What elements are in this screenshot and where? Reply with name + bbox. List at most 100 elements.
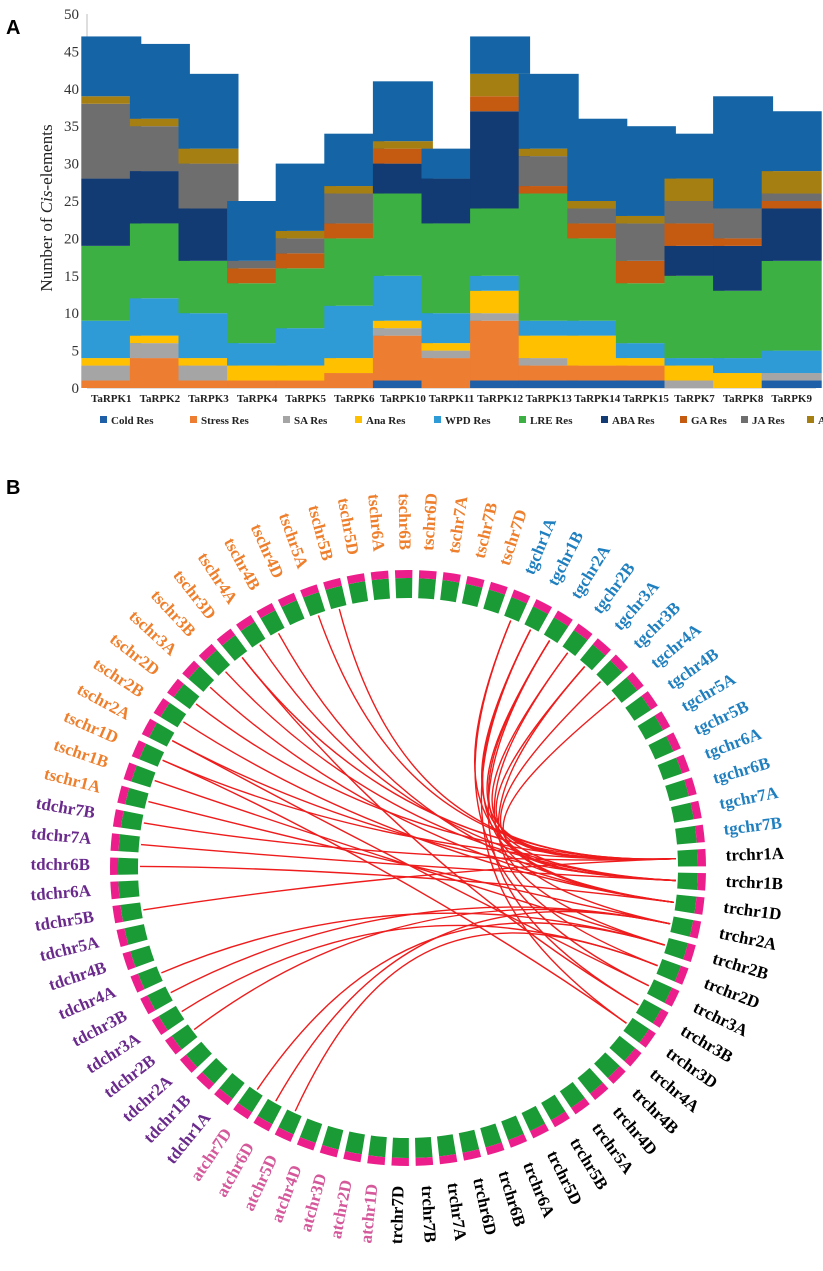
y-tick-label: 30 bbox=[64, 157, 79, 173]
chromosome-segment-end bbox=[639, 1028, 656, 1048]
chromosome-segment bbox=[504, 597, 528, 622]
y-tick-label: 0 bbox=[72, 381, 80, 397]
chromosome-segment bbox=[596, 660, 623, 686]
chromosome-label: atchr3D bbox=[296, 1171, 330, 1233]
chromosome-segment bbox=[657, 757, 683, 781]
chromosome-segment-end bbox=[626, 672, 644, 691]
legend-entry: Stress Res bbox=[201, 415, 249, 427]
bar-segment bbox=[81, 365, 142, 381]
chromosome-segment bbox=[171, 1024, 198, 1050]
bar-segment bbox=[761, 260, 822, 351]
bar-segment bbox=[81, 380, 142, 388]
bar-segment bbox=[761, 171, 822, 194]
chromosome-segment bbox=[609, 1035, 636, 1062]
bar-segment bbox=[178, 148, 239, 164]
bar-segment bbox=[518, 380, 579, 388]
chromosome-segment-end bbox=[465, 575, 485, 588]
legend-entry: SA Res bbox=[294, 415, 328, 427]
chromosome-segment-end bbox=[117, 785, 130, 805]
chromosome-segment bbox=[124, 924, 148, 945]
synteny-link bbox=[162, 759, 627, 1024]
chromosome-label: tdchr6A bbox=[30, 881, 92, 905]
y-tick-label: 50 bbox=[64, 7, 79, 23]
synteny-link bbox=[495, 666, 676, 861]
bar-segment bbox=[470, 96, 531, 112]
chromosome-segment bbox=[118, 834, 140, 853]
bar-segment bbox=[324, 358, 385, 374]
bar-segment bbox=[761, 193, 822, 201]
bar-segment bbox=[615, 358, 676, 366]
synteny-link bbox=[486, 640, 676, 860]
chromosome-segment bbox=[260, 610, 285, 636]
chromosome-label: trchr6D bbox=[469, 1176, 500, 1237]
chromosome-segment-end bbox=[131, 740, 147, 760]
chromosome-segment bbox=[278, 1109, 302, 1135]
chromosome-label: tdchr7B bbox=[35, 794, 97, 823]
legend-entry: LRE Res bbox=[530, 415, 573, 427]
chromosome-segment bbox=[415, 1137, 433, 1158]
chromosome-segment bbox=[674, 894, 697, 914]
synteny-link bbox=[161, 912, 665, 974]
x-tick-label: TaRPK8 bbox=[723, 393, 764, 405]
chromosome-label: tschr6D bbox=[418, 492, 441, 551]
x-tick-label: TaRPK13 bbox=[526, 393, 573, 405]
chromosome-label: trchr1D bbox=[722, 898, 782, 924]
chromosome-segment-end bbox=[296, 1137, 316, 1151]
legend-entry: Cold Res bbox=[111, 415, 154, 427]
chromosome-segment bbox=[648, 736, 674, 760]
bar-segment bbox=[518, 320, 579, 336]
synteny-link bbox=[277, 632, 674, 903]
chromosome-segment-end bbox=[462, 1149, 482, 1161]
chromosome-segment bbox=[675, 825, 697, 845]
chromosome-segment bbox=[130, 945, 155, 968]
chromosome-segment bbox=[418, 578, 436, 600]
chromosome-segment-end bbox=[300, 584, 320, 598]
chromosome-segment bbox=[345, 1131, 365, 1155]
chromosome-segment-end bbox=[370, 570, 389, 581]
chromosome-segment-end bbox=[122, 951, 136, 971]
bar-segment bbox=[275, 365, 336, 381]
chromosome-segment-end bbox=[198, 643, 217, 662]
chromosome-segment bbox=[559, 1081, 585, 1108]
chromosome-segment bbox=[677, 849, 698, 867]
bar-segment bbox=[470, 290, 531, 314]
chromosome-segment-end bbox=[274, 1127, 294, 1142]
chromosome-segment bbox=[391, 1137, 409, 1159]
legend-swatch bbox=[355, 416, 362, 423]
legend-entry: GA Res bbox=[691, 415, 727, 427]
chromosome-segment-end bbox=[110, 833, 120, 852]
chromosome-segment-end bbox=[511, 589, 531, 604]
bar-segment bbox=[372, 81, 433, 142]
bar-segment bbox=[518, 148, 579, 157]
chromosome-segment bbox=[368, 1135, 387, 1158]
chromosome-segment bbox=[395, 577, 413, 599]
chromosome-label: tgchr7A bbox=[718, 783, 781, 813]
chromosome-segment bbox=[147, 986, 173, 1011]
x-tick-label: TaRPK4 bbox=[237, 393, 278, 405]
chromosome-segment-end bbox=[179, 1054, 198, 1073]
x-tick-label: TaRPK2 bbox=[140, 393, 181, 405]
chromosome-segment bbox=[670, 916, 694, 937]
chromosome-segment-end bbox=[508, 1133, 528, 1148]
chromosome-segment-end bbox=[683, 943, 696, 962]
bar-segment bbox=[275, 230, 336, 239]
panel-b-label: B bbox=[6, 477, 20, 499]
chromosome-segment-end bbox=[666, 732, 681, 752]
chromosome-segment-end bbox=[485, 1142, 505, 1156]
chromosome-segment bbox=[188, 666, 215, 692]
y-tick-label: 5 bbox=[72, 344, 80, 360]
chromosome-segment-end bbox=[110, 881, 120, 900]
chromosome-segment bbox=[577, 1067, 604, 1094]
bar-segment bbox=[324, 186, 385, 194]
bar-segment bbox=[275, 380, 336, 388]
chromosome-segment-end bbox=[182, 660, 200, 679]
chromosome-segment-end bbox=[141, 718, 158, 738]
x-tick-label: TaRPK1 bbox=[91, 393, 132, 405]
chromosome-label: tdchr7A bbox=[30, 824, 93, 848]
chromosome-segment-end bbox=[196, 1072, 215, 1090]
chromosome-segment-end bbox=[123, 762, 137, 782]
chromosome-segment-end bbox=[684, 777, 697, 797]
chromosome-segment-end bbox=[533, 599, 553, 615]
synteny-link bbox=[193, 908, 671, 1031]
chromosome-label: atchr1D bbox=[356, 1183, 381, 1244]
